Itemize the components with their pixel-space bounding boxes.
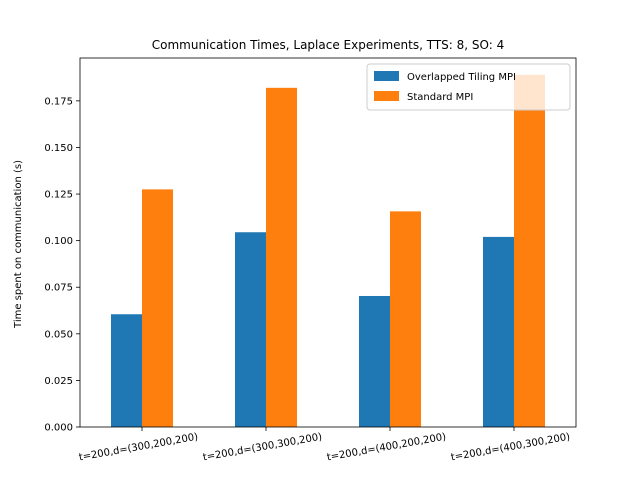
chart-title: Communication Times, Laplace Experiments… [152, 38, 505, 52]
bar-overlapped-3 [359, 295, 390, 427]
y-tick-label: 0.075 [44, 283, 73, 294]
y-tick-label: 0.175 [44, 96, 73, 107]
y-tick-label: 0.025 [44, 376, 73, 387]
bar-standard-2 [266, 87, 297, 428]
bars-group [111, 74, 545, 428]
y-tick-label: 0.150 [44, 143, 73, 154]
y-tick-label: 0.000 [44, 423, 73, 434]
y-tick-label: 0.125 [44, 190, 73, 201]
y-axis: 0.000 0.025 0.050 0.075 0.100 0.125 0.150 0.175 [44, 96, 80, 434]
bar-overlapped-4 [483, 236, 514, 427]
plot-frame [79, 57, 577, 428]
y-axis-label: Time spent on communication (s) [13, 160, 24, 329]
y-tick-label: 0.050 [44, 329, 73, 340]
legend-swatch [374, 91, 399, 101]
bar-overlapped-1 [111, 314, 142, 427]
bar-standard-4 [514, 74, 545, 427]
legend: Overlapped Tiling MPI Standard MPI [366, 63, 571, 111]
bar-standard-1 [142, 189, 173, 427]
legend-swatch [374, 71, 399, 81]
bar-overlapped-2 [235, 232, 266, 427]
legend-label: Standard MPI [407, 92, 473, 103]
bar-standard-3 [390, 211, 421, 427]
legend-box [366, 63, 571, 111]
legend-label: Overlapped Tiling MPI [407, 72, 516, 83]
y-tick-label: 0.100 [44, 236, 73, 247]
